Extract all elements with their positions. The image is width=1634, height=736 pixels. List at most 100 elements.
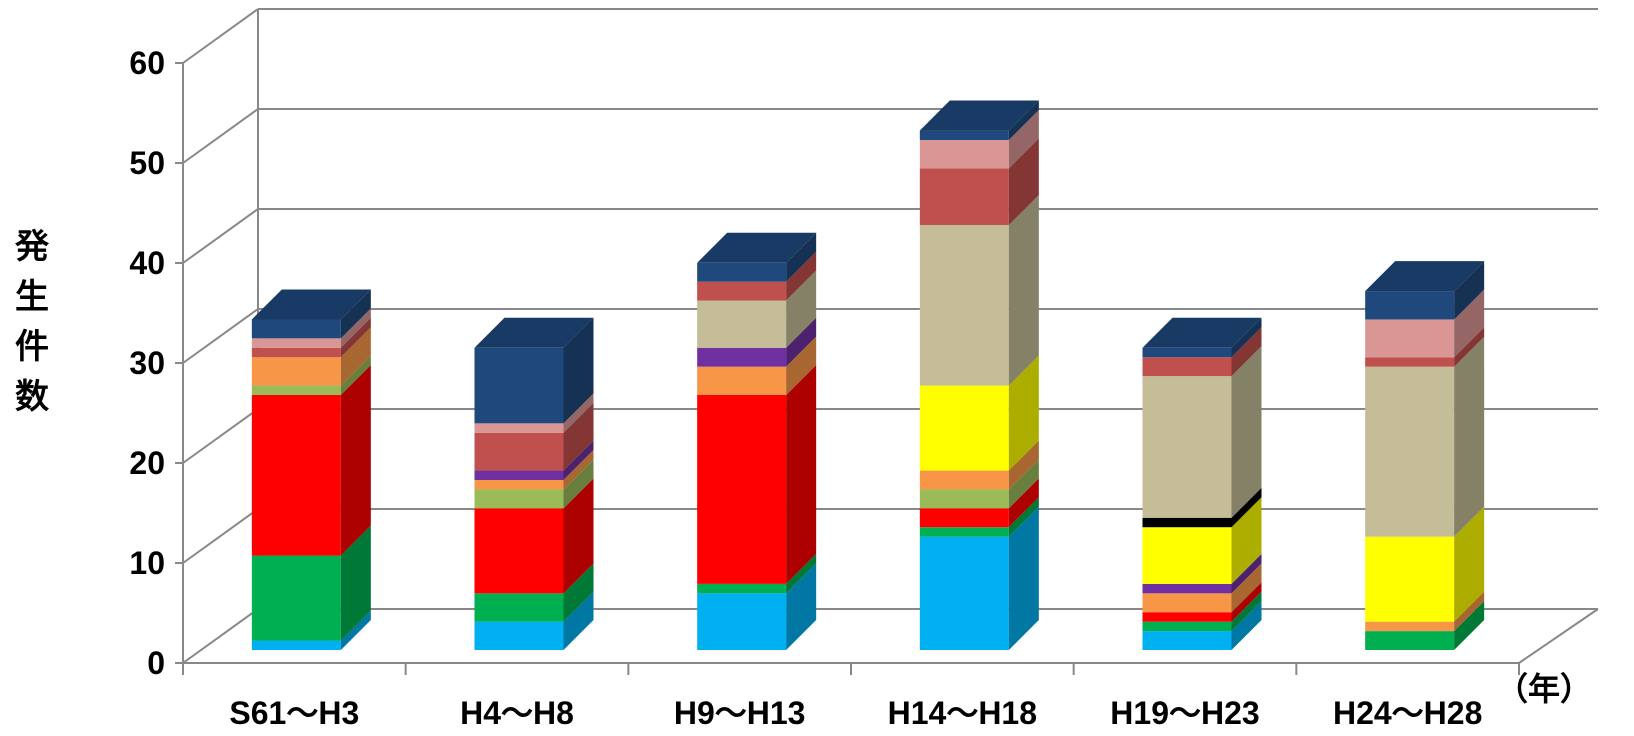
bar-top: [919, 100, 1039, 131]
bar-segment: [1142, 583, 1232, 594]
bar-segment: [919, 225, 1009, 386]
bar-segment-side: [563, 393, 594, 433]
bar-segment: [1365, 319, 1455, 358]
bar-segment-side: [563, 478, 594, 594]
bar-segment: [1142, 631, 1232, 650]
y-axis-label-char: 発: [15, 227, 49, 267]
x-tick-label: H4～H8: [460, 695, 574, 731]
bar-segment: [474, 470, 564, 481]
gridline-diagonal: [182, 308, 259, 364]
bar-segment-side: [563, 402, 594, 471]
bars: [251, 100, 1485, 650]
x-tick-label: H24～H28: [1333, 695, 1482, 731]
bar-segment-side: [1231, 497, 1262, 584]
y-axis-label: 発生件数: [10, 222, 54, 422]
bar-segment-side: [1008, 440, 1039, 490]
bar-segment: [251, 640, 341, 650]
bar-segment: [474, 423, 564, 433]
bar-segment-side: [340, 308, 371, 348]
gridline-diagonal: [182, 408, 259, 464]
bar-segment: [1142, 347, 1232, 358]
y-tick-label: 40: [129, 245, 165, 281]
y-tick-label: 0: [147, 645, 165, 681]
bar-top: [251, 289, 371, 320]
bar-segment: [919, 470, 1009, 490]
bar-segment-side: [1231, 317, 1262, 358]
bar-segment-side: [786, 251, 817, 301]
bar-segment: [474, 480, 564, 490]
bar-segment: [919, 140, 1009, 169]
bar-segment-side: [563, 591, 594, 650]
bar-segment-side: [340, 317, 371, 358]
bar-segment-side: [340, 365, 371, 556]
bar-segment: [474, 621, 564, 650]
bar-segment: [1365, 357, 1455, 367]
bar-segment-side: [1231, 563, 1262, 613]
bar-segment-side: [1008, 100, 1039, 141]
y-tick-label: 10: [129, 545, 165, 581]
bar-segment: [697, 395, 787, 584]
x-tick-label: H9～H13: [674, 695, 806, 731]
bar-segment-side: [786, 563, 817, 650]
bar-segment: [1365, 366, 1455, 537]
bar-segment-side: [1231, 601, 1262, 650]
bar-segment-side: [1231, 487, 1262, 528]
bar-segment-side: [1454, 601, 1485, 650]
bar-segment: [1365, 631, 1455, 650]
y-axis-ticks: 0 10 20 30 40 50 60: [129, 45, 165, 681]
bar-segment-side: [1454, 336, 1485, 537]
bar-segment-side: [1008, 506, 1039, 650]
bar-segment: [1142, 621, 1232, 632]
bar-segment: [1365, 291, 1455, 320]
bar-segment: [251, 347, 341, 358]
bar-segment-side: [1008, 459, 1039, 509]
floor-edge: [1518, 608, 1599, 664]
bar-top: [1365, 261, 1485, 292]
bar-segment: [919, 508, 1009, 528]
gridline-diagonal: [182, 608, 259, 664]
bar-segment: [697, 262, 787, 282]
bar-segment-side: [1231, 327, 1262, 377]
bar-segment-side: [786, 336, 817, 396]
bar-segment-side: [1231, 346, 1262, 518]
bar-segment-side: [1231, 553, 1262, 594]
bar-segment: [474, 432, 564, 471]
bar-segment: [697, 593, 787, 650]
bar-segment: [474, 489, 564, 509]
bar-segment: [251, 395, 341, 556]
bar-segment: [697, 583, 787, 594]
bar-segment: [251, 319, 341, 339]
bar-segment-side: [563, 450, 594, 490]
x-tick-label: S61～H3: [229, 695, 359, 731]
x-axis: S61～H3 H4～H8 H9～H13 H14～H18 H19～H23 H24～H28: [182, 662, 1520, 731]
bar-top: [697, 232, 817, 263]
bar-segment: [1365, 621, 1455, 632]
gridline-diagonal: [182, 208, 259, 264]
bar-segment-side: [563, 563, 594, 622]
bar-segment: [474, 347, 564, 424]
x-tick-label: H19～H23: [1110, 695, 1259, 731]
bar-segment-side: [786, 553, 817, 594]
bar-segment: [251, 357, 341, 386]
bar-segment-side: [340, 525, 371, 641]
bar-segment-side: [1454, 591, 1485, 632]
y-tick-label: 60: [129, 45, 165, 81]
y-tick-label: 30: [129, 345, 165, 381]
y-axis-label-char: 件: [15, 327, 49, 367]
y-tick-label: 20: [129, 445, 165, 481]
x-unit-label: （年）: [1496, 671, 1592, 707]
bar-segment: [251, 555, 341, 641]
bar-segment-side: [1008, 138, 1039, 226]
bar-segment-side: [1008, 195, 1039, 386]
bar-segment-side: [786, 317, 817, 367]
gridline-diagonal: [182, 108, 259, 164]
bar-segment: [1142, 593, 1232, 613]
y-tick-label: 50: [129, 145, 165, 181]
bar-segment-side: [340, 327, 371, 386]
x-tick-label: H14～H18: [888, 695, 1037, 731]
bar-top: [1142, 317, 1262, 348]
bar-segment: [697, 366, 787, 396]
bar-segment: [919, 489, 1009, 509]
bar-segment-side: [1454, 327, 1485, 367]
